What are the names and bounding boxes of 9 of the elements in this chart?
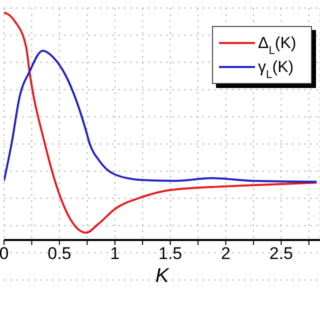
legend-label: Δ$_{L}$(K) <box>258 35 296 57</box>
x-axis-title: K <box>155 265 170 287</box>
x-tick-label: 1 <box>110 244 120 264</box>
legend-label: γ$_{L}$(K) <box>258 59 294 81</box>
x-tick-label: 0.5 <box>48 244 72 264</box>
x-tick-label: 2 <box>221 244 230 264</box>
x-tick-label: 2.5 <box>269 244 294 264</box>
x-tick-label: 1.5 <box>158 244 182 264</box>
x-tick-label: 0 <box>0 244 9 264</box>
